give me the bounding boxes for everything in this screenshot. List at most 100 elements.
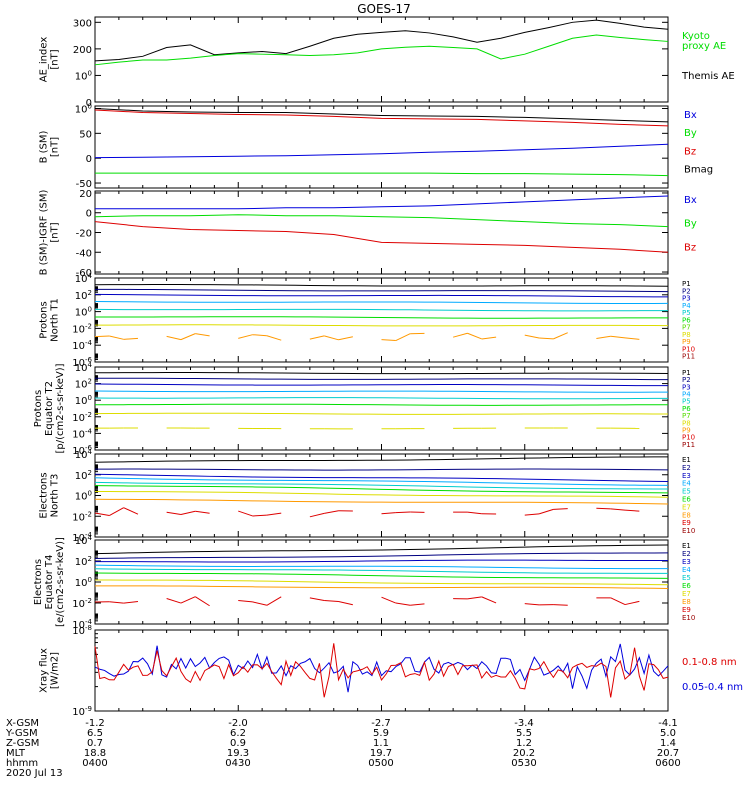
axis-row-value: 0530 [511, 758, 536, 769]
y-tick-label: -20 [76, 229, 92, 240]
series-enorth-e9 [181, 511, 195, 514]
y-axis-label: North T3 [50, 474, 61, 518]
legend-enorth-e8: E8 [682, 511, 691, 519]
series-pnorth-p9 [611, 336, 625, 338]
series-peq-p7 [95, 413, 668, 414]
series-enorth-e9 [167, 512, 181, 514]
y-tick-label: 0 [86, 154, 92, 165]
plot-title: GOES-17 [357, 2, 411, 16]
series-enorth-e2 [95, 469, 668, 470]
y-tick-label: 0 [86, 209, 92, 220]
legend-bigrf-bz: Bz [684, 242, 696, 253]
y-axis-label: [W/m2] [50, 652, 61, 689]
series-eeq-e8 [95, 586, 668, 589]
series-bigrf-bz [95, 222, 668, 253]
series-eeq-e9 [553, 605, 567, 606]
series-bsm-bx [95, 144, 668, 157]
series-pnorth-p9 [267, 336, 281, 340]
y-tick-label: 20 [79, 189, 92, 200]
y-tick-label: 100 [75, 102, 92, 115]
series-pnorth-p9 [539, 338, 553, 339]
series-eeq-e9 [482, 597, 496, 603]
series-enorth-e9 [324, 511, 338, 514]
y-axis-label: B (SM) [39, 130, 50, 163]
legend-eeq-e5: E5 [682, 574, 691, 582]
axis-row-value: 0600 [655, 758, 680, 769]
series-pnorth-p9 [382, 340, 396, 341]
y-tick-label: 10-2 [72, 597, 92, 610]
legend-eeq-e9: E9 [682, 606, 691, 614]
y-axis-label: Protons [33, 390, 44, 427]
legend-ae-proxy: proxy AE [682, 41, 726, 52]
series-pnorth-p9 [625, 338, 639, 339]
y-axis-label: Equator T4 [44, 555, 55, 610]
y-tick-label: 102 [75, 555, 92, 568]
y-axis-label: B (SM)-IGRF (SM) [39, 190, 50, 276]
legend-bsm-bz: Bz [684, 146, 696, 157]
series-eeq-e9 [238, 600, 252, 601]
y-tick-label: 102 [75, 469, 92, 482]
series-pnorth-p9 [109, 336, 123, 339]
series-enorth-e9 [611, 509, 625, 510]
legend-enorth-e10: E10 [682, 527, 695, 535]
series-enorth-e9 [267, 513, 281, 515]
legend-bsm-by: By [684, 128, 697, 139]
panel-frame-bigrf [95, 191, 668, 274]
series-pnorth-p9 [467, 333, 481, 339]
series-pnorth-p9 [324, 336, 338, 340]
y-axis-label: Electrons [39, 472, 50, 518]
legend-ae-themis: Themis AE [681, 71, 735, 82]
series-enorth-e9 [396, 512, 410, 513]
series-enorth-e5 [95, 482, 668, 489]
y-axis-label: Equator T2 [44, 381, 55, 436]
y-tick-label: 100 [75, 394, 92, 407]
series-eeq-e3 [95, 560, 668, 562]
y-tick-label: 10-4 [72, 339, 92, 352]
y-axis-label: North T1 [50, 298, 61, 342]
series-pnorth-p9 [525, 335, 539, 338]
y-axis-label: [nT] [50, 49, 61, 69]
series-eeq-e9 [124, 602, 138, 604]
legend-eeq-e4: E4 [682, 566, 691, 574]
y-tick-label: 100 [75, 576, 92, 589]
series-enorth-e9 [95, 513, 109, 516]
series-eeq-e1 [95, 545, 668, 554]
y-tick-label: 104 [75, 361, 93, 374]
series-peq-p4 [95, 391, 668, 392]
legend-enorth-e7: E7 [682, 503, 691, 511]
series-peq-p2 [95, 378, 668, 379]
legend-eeq-e7: E7 [682, 590, 691, 598]
y-tick-label: 104 [75, 272, 93, 285]
y-tick-label: 10-4 [72, 427, 92, 440]
y-tick-label: -40 [76, 248, 92, 259]
series-eeq-e2 [95, 553, 668, 559]
series-eeq-e9 [611, 598, 625, 605]
series-ae-kyoto-proxy-ae [95, 35, 668, 65]
series-eeq-e9 [467, 597, 481, 599]
series-enorth-e3 [95, 474, 668, 481]
y-tick-label: 100 [75, 306, 92, 319]
legend-eeq-e3: E3 [682, 558, 691, 566]
series-eeq-e9 [167, 599, 181, 604]
series-bigrf-by [95, 215, 668, 227]
series-eeq-e9 [109, 602, 123, 603]
series-enorth-e9 [124, 508, 138, 514]
series-enorth-e9 [195, 511, 209, 513]
series-bigrf-bx [95, 196, 668, 209]
series-enorth-e9 [253, 515, 267, 516]
y-tick-label: 10-9 [72, 705, 92, 718]
series-pnorth-p2 [95, 289, 668, 291]
series-eeq-e9 [324, 601, 338, 602]
series-peq-p3 [95, 384, 668, 386]
legend-enorth-e6: E6 [682, 496, 691, 504]
series-bsm-by [95, 173, 668, 175]
series-eeq-e7 [95, 580, 668, 585]
series-pnorth-p9 [482, 337, 496, 339]
y-tick-label: 50 [79, 129, 92, 140]
y-axis-label: [e/(cm2-s-sr-keV)] [55, 537, 66, 627]
axis-row-value: 0430 [225, 758, 250, 769]
series-pnorth-p9 [181, 334, 195, 340]
series-enorth-e9 [467, 512, 481, 514]
legend-enorth-e4: E4 [682, 480, 691, 488]
